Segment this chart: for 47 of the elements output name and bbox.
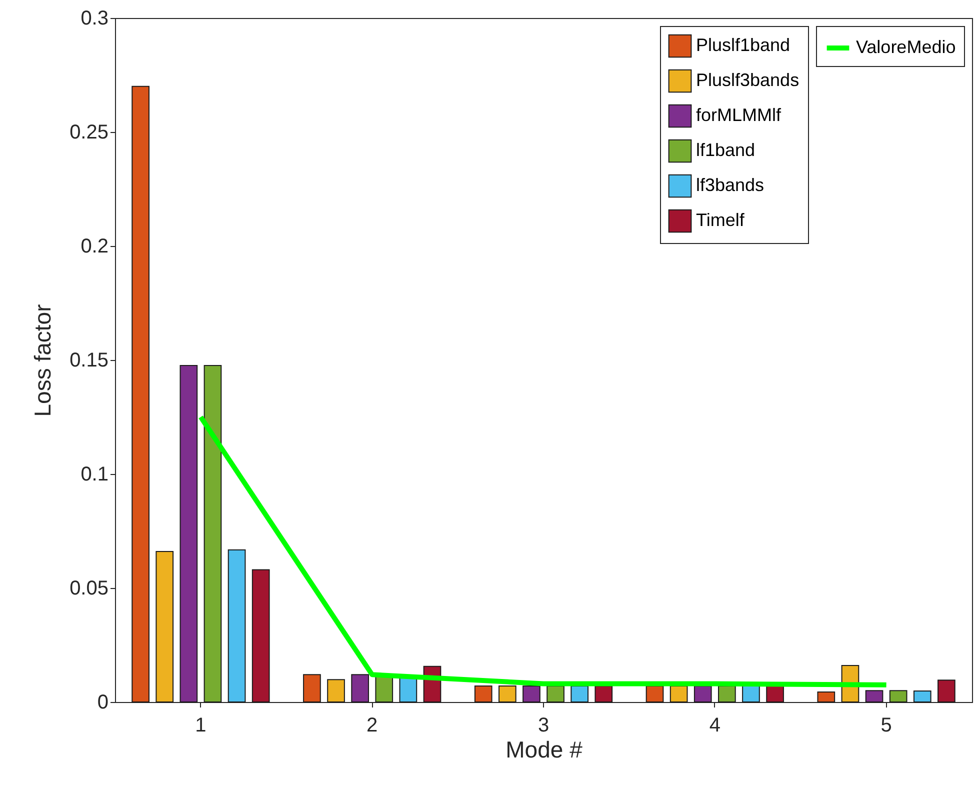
bar [132,86,150,702]
bar [303,674,321,702]
bar [570,686,589,702]
bar [766,686,784,702]
y-tick-label: 0.1 [80,464,108,486]
bar [865,690,884,702]
x-tick-label: 1 [195,714,206,736]
y-tick-label: 0.15 [70,350,108,372]
x-tick-label: 3 [538,714,550,736]
bar [204,364,222,702]
x-tick-label: 2 [366,714,378,736]
bar [351,674,369,702]
legend-label: Pluslf1band [696,35,790,55]
y-tick-label: 0 [97,692,108,714]
x-tick-label: 5 [880,714,892,736]
legend-label: Timelf [696,210,746,230]
bar [670,686,688,702]
bar [938,680,956,702]
bar [889,690,908,702]
bar [156,551,174,702]
x-tick-label: 4 [709,714,720,736]
bar [913,690,932,702]
legend-label: forMLMMlf [696,105,782,125]
bar [817,691,836,702]
bar [327,679,345,702]
y-tick-label: 0.05 [70,578,108,600]
bar [474,686,492,702]
x-axis-title: Mode # [506,736,583,762]
bar [546,686,564,702]
bar [594,686,613,702]
legend-label: Pluslf3bands [696,70,800,90]
bar [252,569,270,702]
legend-label: lf1band [696,140,756,160]
y-axis-title: Loss factor [30,304,56,417]
bar [180,364,198,702]
y-tick-label: 0.25 [70,122,108,144]
legend-label: ValoreMedio [856,37,956,57]
bar [718,686,736,702]
legend-label: lf3bands [696,175,764,195]
bar [646,686,664,702]
bar [498,686,516,702]
y-tick-label: 0.3 [80,8,108,30]
y-tick-label: 0.2 [80,236,108,258]
bar [228,549,246,702]
bar [694,686,712,702]
bar [742,686,760,702]
bar [522,686,540,702]
